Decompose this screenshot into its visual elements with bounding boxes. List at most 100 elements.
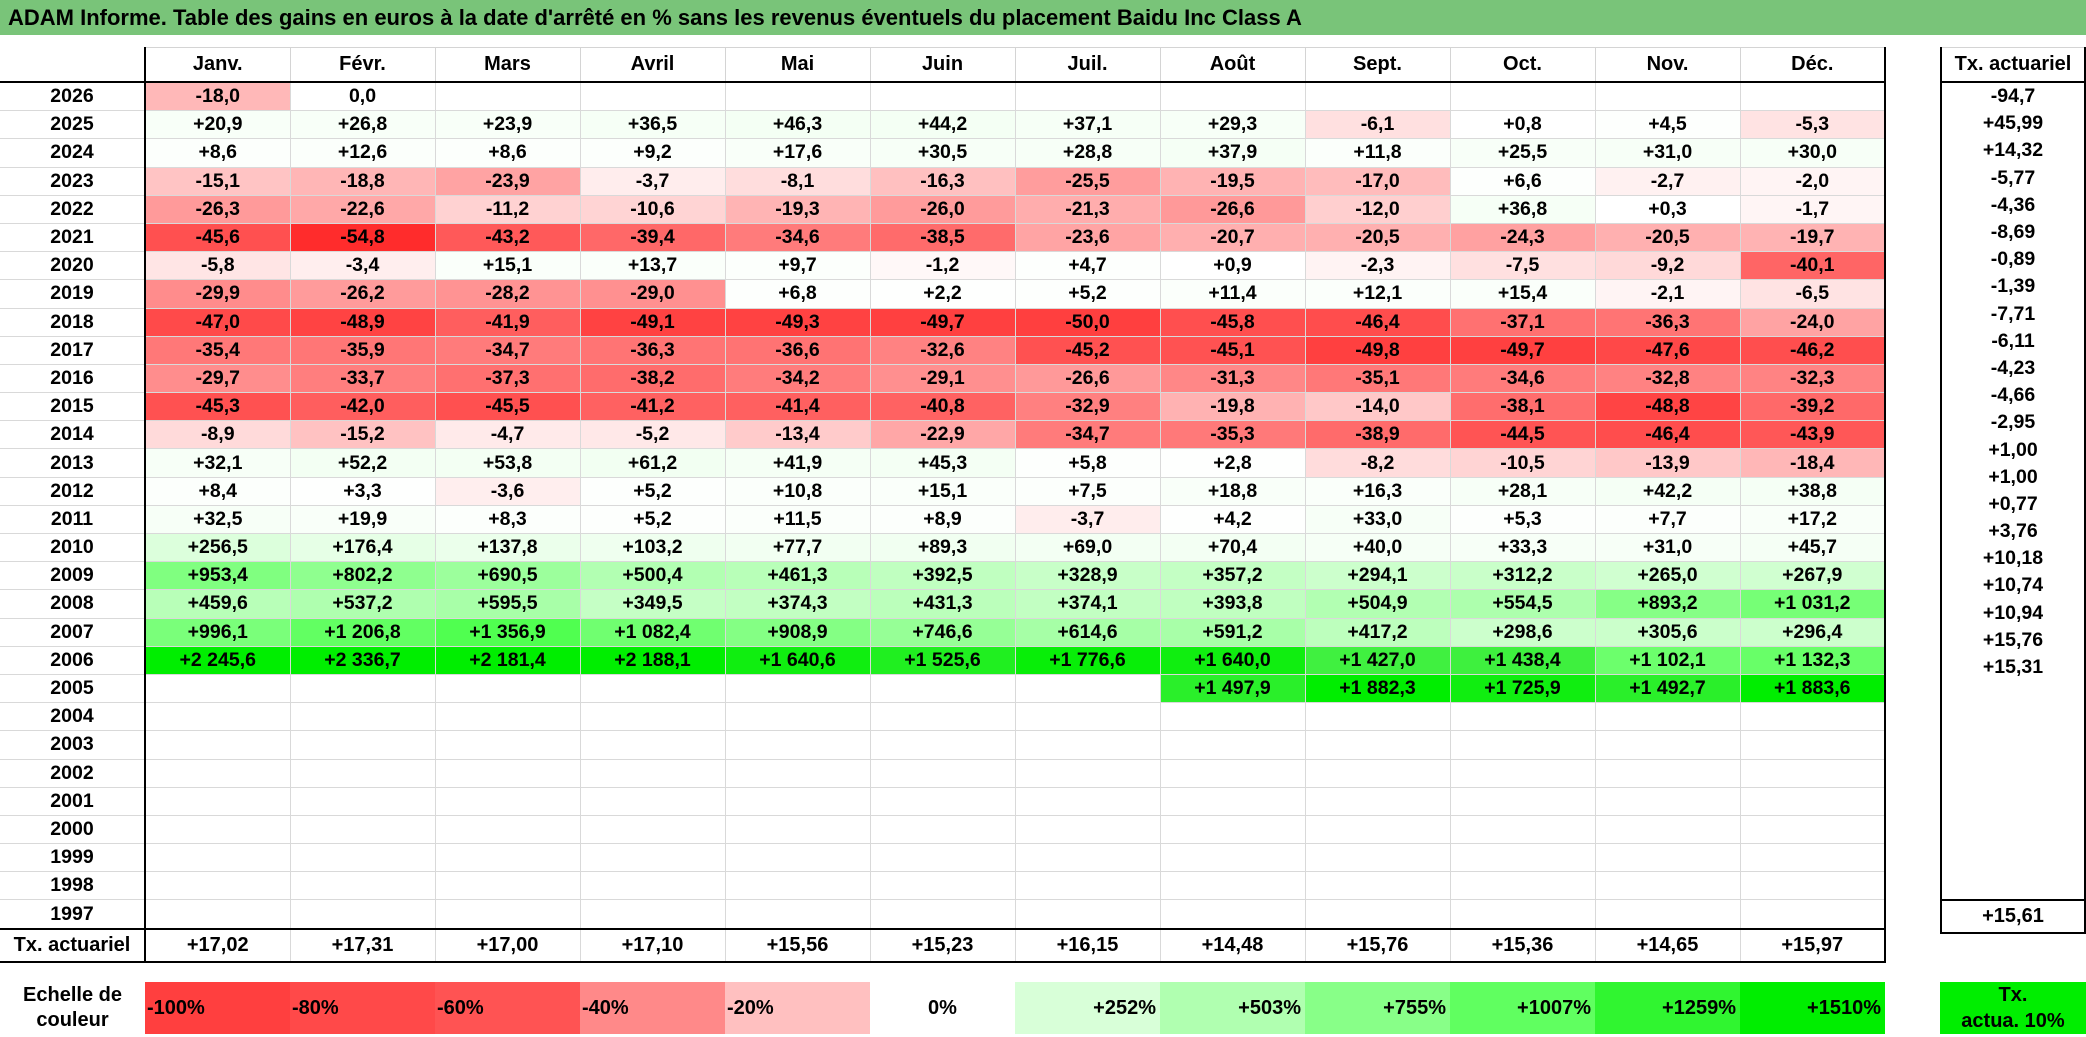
- gain-cell: +591,2: [1159, 617, 1306, 647]
- gain-cell: +89,3: [869, 532, 1016, 563]
- gain-cell: [1304, 758, 1451, 788]
- year-row: 2007 +996,1 +1 206,8 +1 356,9 +1 082,4 +908,9…: [0, 617, 1886, 647]
- gain-cell: +36,8: [1449, 194, 1596, 224]
- gain-cell: +40,0: [1304, 532, 1451, 563]
- month-header: Avril: [579, 47, 726, 83]
- year-label: 2026: [0, 81, 146, 112]
- gain-cell: +30,0: [1739, 138, 1886, 168]
- gain-cell: +6,6: [1449, 166, 1596, 196]
- gain-cell: +312,2: [1449, 561, 1596, 591]
- gain-cell: +19,9: [289, 504, 436, 535]
- gain-cell: +393,8: [1159, 589, 1306, 619]
- rate-cell: -4,23: [1940, 354, 2086, 383]
- year-label: 2020: [0, 251, 146, 281]
- gain-cell: -50,0: [1014, 307, 1161, 337]
- gain-cell: +33,3: [1449, 532, 1596, 563]
- gain-cell: [1449, 758, 1596, 788]
- gain-cell: [869, 81, 1016, 112]
- header-corner: [0, 47, 146, 83]
- total-rate-cell: +15,61: [1940, 898, 2086, 934]
- gain-cell: +2 245,6: [144, 645, 291, 675]
- gain-cell: -13,4: [724, 420, 871, 450]
- gain-cell: +32,1: [144, 448, 291, 478]
- gain-cell: +28,1: [1449, 476, 1596, 506]
- gain-cell: [1594, 899, 1741, 930]
- gain-cell: -49,1: [579, 307, 726, 337]
- gain-cell: -48,9: [289, 307, 436, 337]
- gain-cell: -36,3: [1594, 307, 1741, 337]
- gain-cell: -15,2: [289, 420, 436, 450]
- rate-cell: +1,00: [1940, 463, 2086, 491]
- year-row: 2004: [0, 702, 1886, 732]
- gain-cell: +459,6: [144, 589, 291, 619]
- gain-cell: [434, 758, 581, 788]
- gain-cell: -44,5: [1449, 420, 1596, 450]
- gain-cell: -32,9: [1014, 392, 1161, 422]
- gain-cell: [1159, 871, 1306, 901]
- gain-cell: [1304, 730, 1451, 760]
- gain-cell: +11,4: [1159, 279, 1306, 309]
- gain-cell: +61,2: [579, 448, 726, 478]
- gain-cell: [144, 814, 291, 845]
- rate-cell: [1940, 681, 2086, 709]
- gain-cell: -37,3: [434, 363, 581, 394]
- gain-cell: -20,5: [1304, 222, 1451, 253]
- gain-cell: -34,2: [724, 363, 871, 394]
- gain-cell: [1594, 81, 1741, 112]
- month-header: Sept.: [1304, 47, 1451, 83]
- gain-cell: [1014, 786, 1161, 816]
- gain-cell: [724, 758, 871, 788]
- gain-cell: +294,1: [1304, 561, 1451, 591]
- gain-cell: [1594, 730, 1741, 760]
- gain-cell: -45,5: [434, 392, 581, 422]
- gain-cell: +176,4: [289, 532, 436, 563]
- gain-cell: [1449, 843, 1596, 873]
- gain-cell: [724, 702, 871, 732]
- gain-cell: [724, 673, 871, 704]
- gain-cell: [144, 786, 291, 816]
- gain-cell: +1 082,4: [579, 617, 726, 647]
- gain-cell: -41,4: [724, 392, 871, 422]
- gain-cell: -4,7: [434, 420, 581, 450]
- gain-cell: +29,3: [1159, 110, 1306, 140]
- gain-cell: [289, 758, 436, 788]
- year-label: 2014: [0, 420, 146, 450]
- gain-cell: -46,4: [1304, 307, 1451, 337]
- rate-legend-line2: actua. 10%: [1961, 1010, 2065, 1032]
- gain-cell: +1 132,3: [1739, 645, 1886, 675]
- gain-cell: -49,7: [869, 307, 1016, 337]
- gain-cell: [724, 843, 871, 873]
- year-label: 2003: [0, 730, 146, 760]
- rate-legend-line1: Tx.: [1998, 984, 2028, 1006]
- gain-cell: -6,1: [1304, 110, 1451, 140]
- gain-cell: [1159, 758, 1306, 788]
- gain-cell: +16,3: [1304, 476, 1451, 506]
- year-label: 2015: [0, 392, 146, 422]
- year-row: 2022 -26,3 -22,6 -11,2 -10,6 -19,3 -26,0 -21,3-…: [0, 194, 1886, 224]
- year-row: 2021 -45,6 -54,8 -43,2 -39,4 -34,6 -38,5 -23,6-…: [0, 222, 1886, 253]
- gain-cell: [1304, 786, 1451, 816]
- gain-cell: -34,7: [1014, 420, 1161, 450]
- gain-cell: -12,0: [1304, 194, 1451, 224]
- gain-cell: [434, 702, 581, 732]
- gain-cell: -16,3: [869, 166, 1016, 196]
- year-row: 2012 +8,4 +3,3 -3,6 +5,2 +10,8 +15,1 +7,5 +18,8 +…: [0, 476, 1886, 506]
- gain-cell: [1159, 730, 1306, 760]
- gain-cell: -5,8: [144, 251, 291, 281]
- gain-cell: [1159, 899, 1306, 930]
- year-label: 2012: [0, 476, 146, 506]
- gain-cell: [869, 673, 1016, 704]
- rate-cell: +10,94: [1940, 599, 2086, 627]
- year-label: 2004: [0, 702, 146, 732]
- year-row: 2008 +459,6 +537,2 +595,5 +349,5 +374,3 +431,3…: [0, 589, 1886, 619]
- gain-cell: -45,2: [1014, 335, 1161, 365]
- gain-cell: -2,0: [1739, 166, 1886, 196]
- year-label: 2017: [0, 335, 146, 365]
- gain-cell: -26,6: [1014, 363, 1161, 394]
- year-row: 2006 +2 245,6 +2 336,7 +2 181,4 +2 188,1 +1 6…: [0, 645, 1886, 675]
- gain-cell: +45,3: [869, 448, 1016, 478]
- year-label: 2025: [0, 110, 146, 140]
- gain-cell: [724, 814, 871, 845]
- gain-cell: [1739, 814, 1886, 845]
- gain-cell: -15,1: [144, 166, 291, 196]
